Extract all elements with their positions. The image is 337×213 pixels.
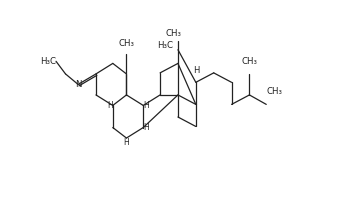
Text: H: H	[107, 101, 113, 110]
Text: H₃C: H₃C	[40, 57, 56, 66]
Text: H: H	[124, 138, 129, 147]
Text: N: N	[75, 80, 81, 89]
Text: H: H	[193, 66, 199, 75]
Text: H: H	[143, 101, 149, 110]
Text: H₃C: H₃C	[157, 41, 173, 50]
Text: H: H	[143, 123, 149, 132]
Text: CH₃: CH₃	[119, 39, 134, 48]
Text: CH₃: CH₃	[166, 29, 182, 39]
Text: CH₃: CH₃	[241, 58, 257, 66]
Text: CH₃: CH₃	[266, 87, 282, 96]
